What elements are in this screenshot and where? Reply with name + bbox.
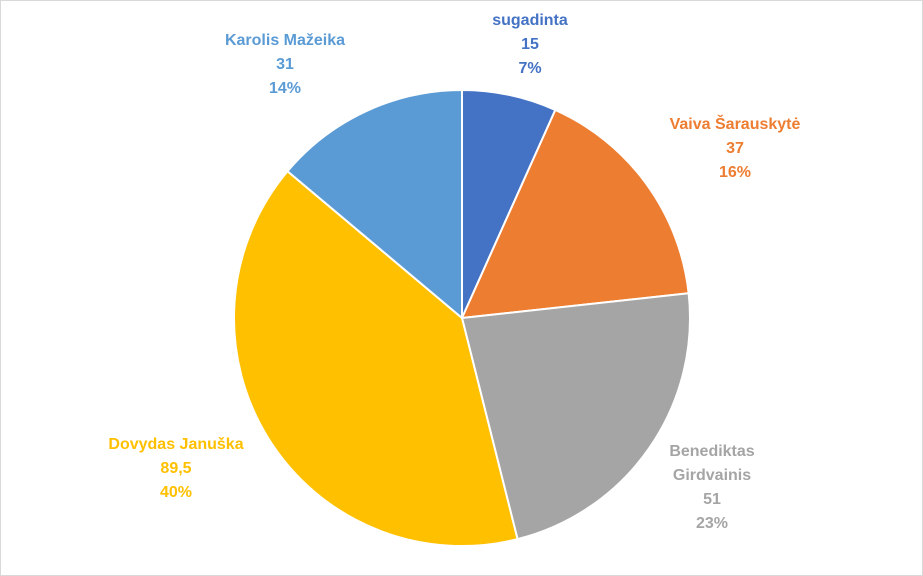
slice-value: 37	[726, 140, 744, 157]
slice-label: Vaiva Šarauskytė	[669, 116, 801, 133]
slice-label: sugadinta	[492, 12, 568, 29]
data-label-sugadinta: sugadinta 15 7%	[492, 9, 568, 81]
slice-percent: 16%	[718, 164, 752, 181]
data-label-dovydas-januska: Dovydas Januška 89,5 40%	[108, 433, 243, 505]
slice-label: Dovydas Januška	[108, 436, 244, 453]
data-label-vaiva-sarauskyte: Vaiva Šarauskytė 37 16%	[670, 113, 801, 185]
slice-label: Benediktas Girdvainis	[669, 443, 755, 484]
slice-percent: 14%	[268, 80, 302, 97]
slice-percent: 40%	[159, 484, 193, 501]
slice-value: 15	[521, 36, 539, 53]
pie-slice-dovydas-januška	[233, 170, 519, 547]
data-label-karolis-mazeika: Karolis Mažeika 31 14%	[225, 29, 345, 101]
slice-percent: 23%	[695, 515, 729, 532]
data-label-benediktas-girdvainis: Benediktas Girdvainis 51 23%	[657, 440, 767, 536]
slice-percent: 7%	[518, 60, 542, 77]
slice-value: 31	[276, 56, 294, 73]
pie-slice-benediktas-girdvainis	[461, 292, 692, 541]
pie-slice-vaiva-šarauskytė	[461, 108, 690, 319]
slice-value: 89,5	[160, 460, 192, 477]
slice-label: Karolis Mažeika	[224, 32, 346, 49]
pie-slice-karolis-mažeika	[286, 89, 463, 319]
slice-value: 51	[703, 491, 721, 508]
